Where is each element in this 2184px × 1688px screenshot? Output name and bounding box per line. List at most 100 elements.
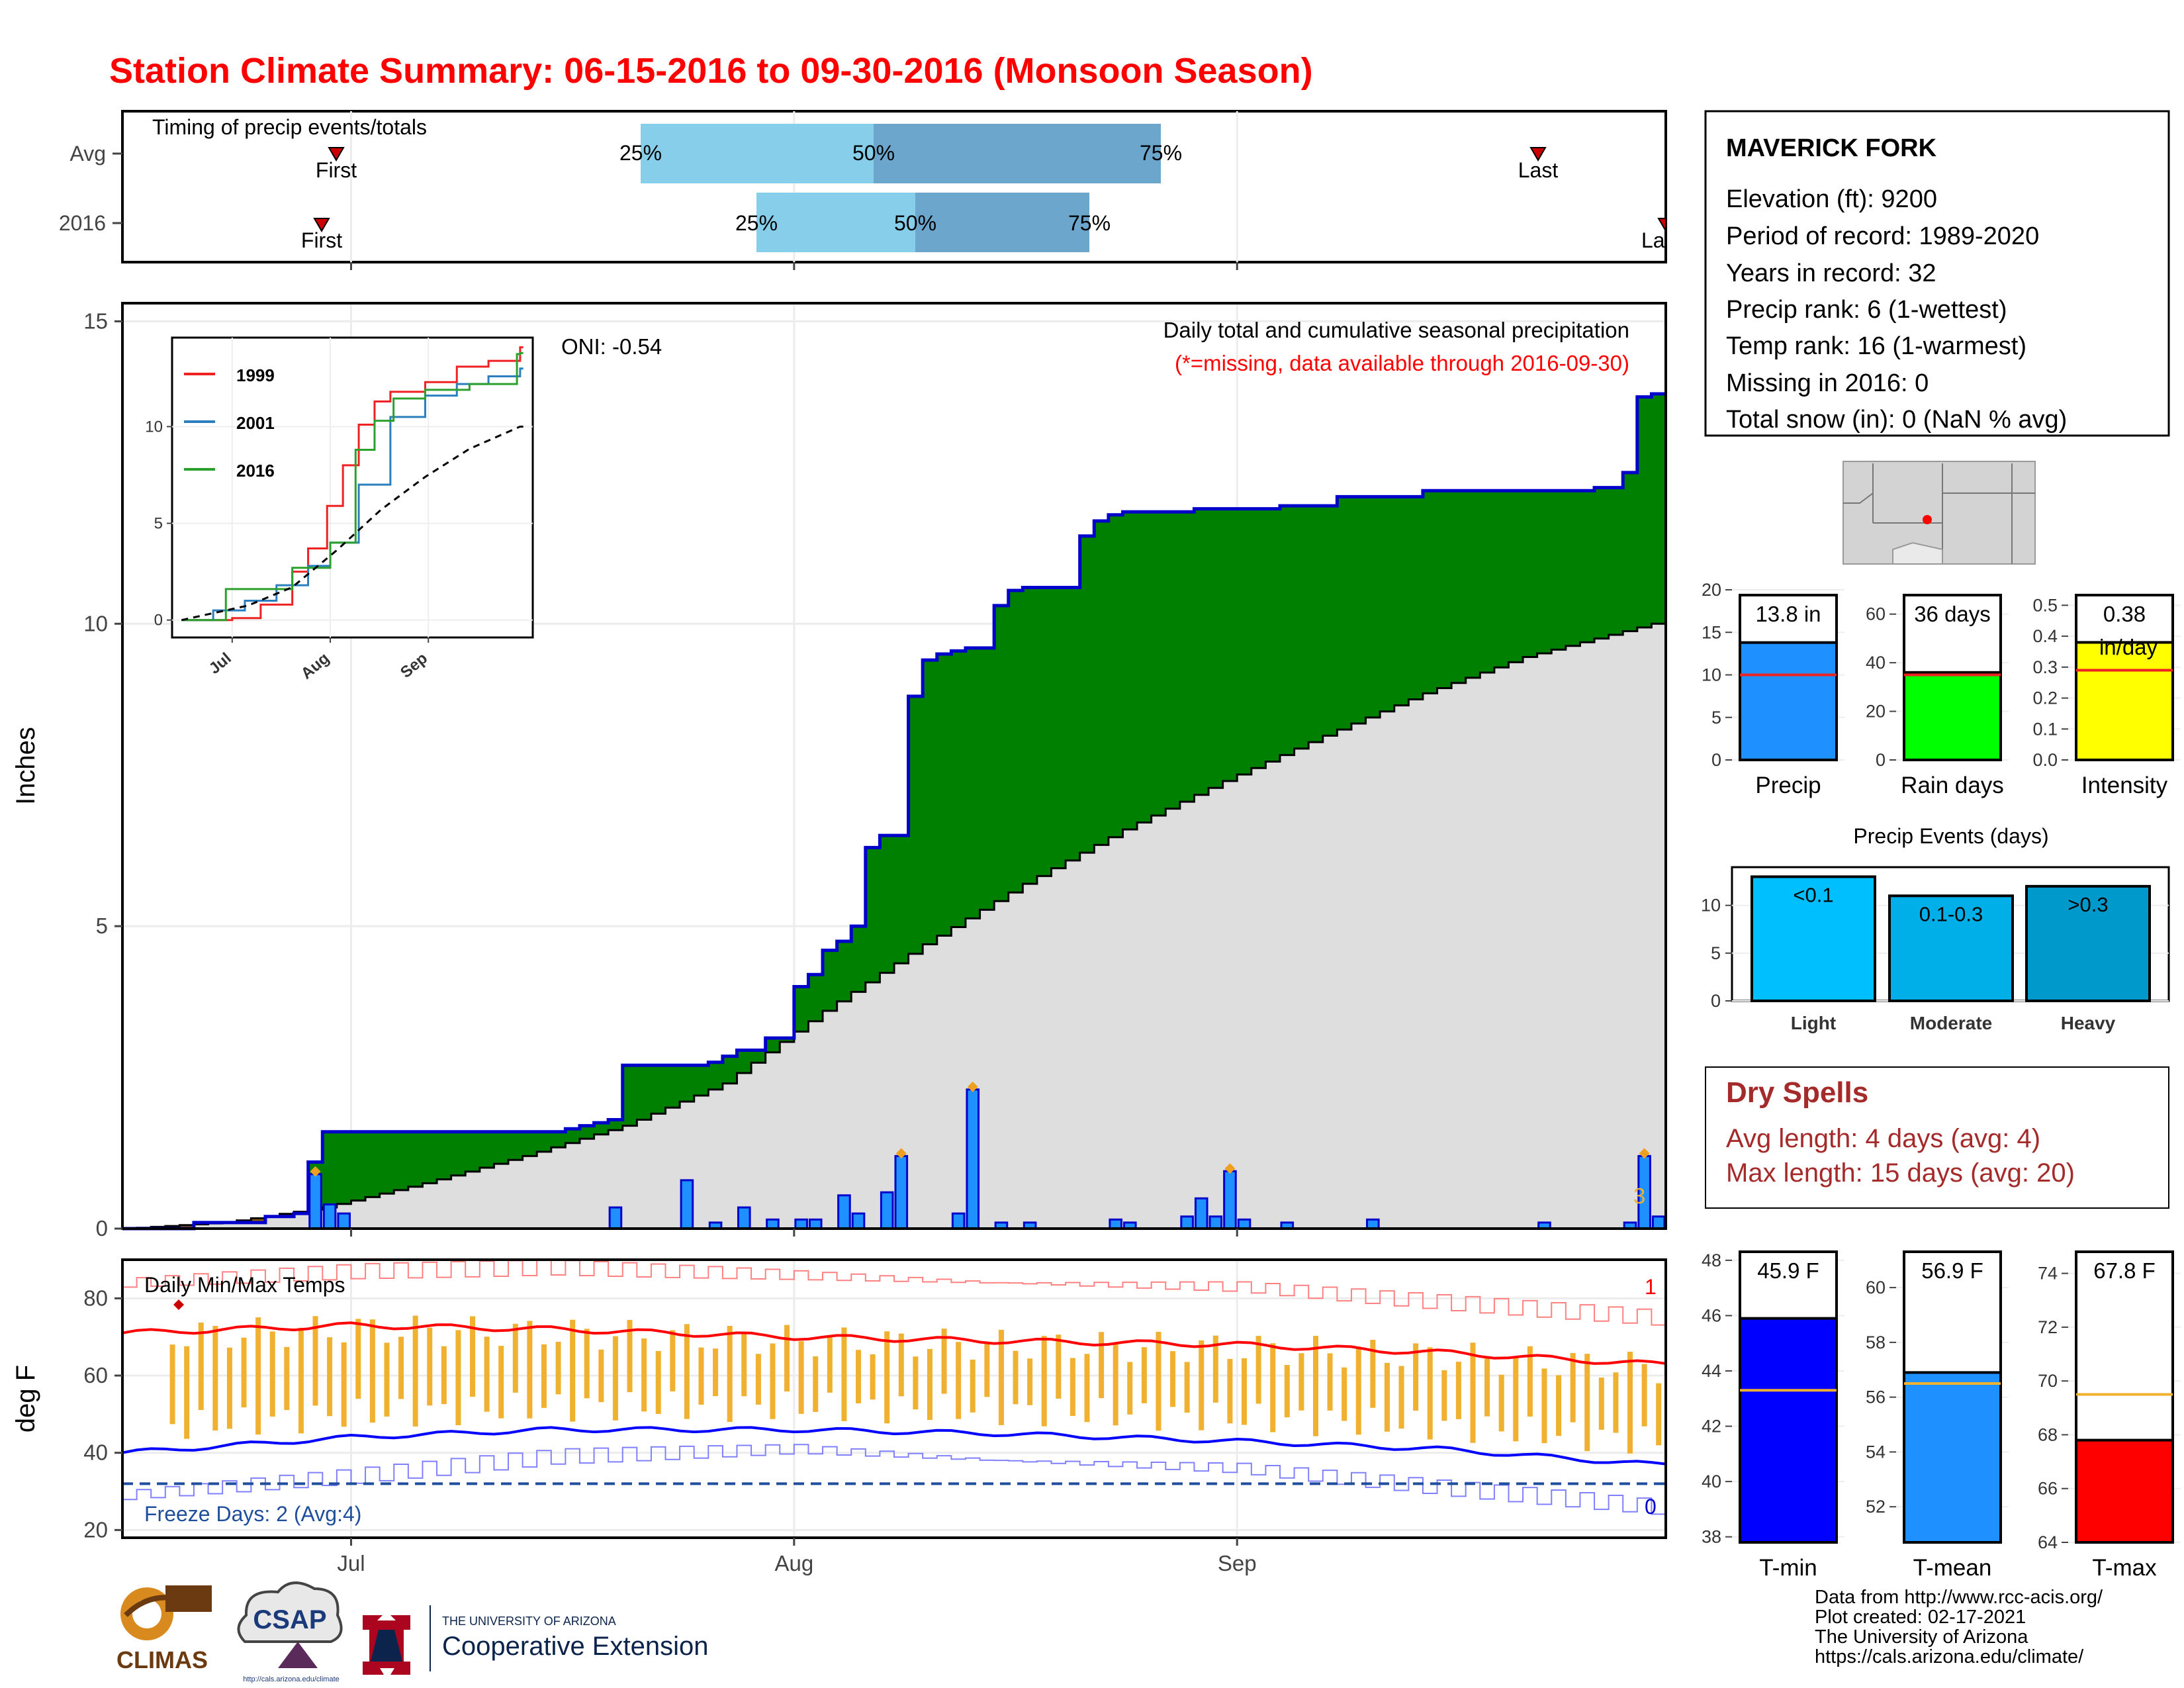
events-title: Precip Events (days) — [1853, 824, 2048, 848]
daily-precip-bar — [966, 1088, 980, 1230]
events-category-label: Light — [1791, 1013, 1836, 1033]
daily-max-marker — [1639, 1148, 1650, 1159]
raindays-ytick-label: 40 — [1866, 653, 1886, 673]
daily-precip-bar — [680, 1179, 694, 1230]
events-bar-label: >0.3 — [2068, 893, 2108, 916]
temp-ylabel: deg F — [11, 1365, 40, 1432]
temp-t-mean-ytick-label: 54 — [1866, 1442, 1886, 1462]
daily-precip-bar — [1223, 1170, 1237, 1230]
temp-title: Daily Min/Max Temps — [144, 1273, 345, 1297]
temp-count-bottom: 0 — [1645, 1495, 1657, 1519]
daily-precip-bar — [737, 1206, 751, 1230]
temp-count-top: 1 — [1645, 1275, 1657, 1299]
timing-2016-last-label: La — [1641, 228, 1665, 252]
record-high-marker — [173, 1299, 184, 1310]
precip-events-chart: Precip Events (days) 0 5 10 <0.1 Light 0.1-0.… — [1701, 824, 2170, 1033]
credits: Data from http://www.rcc-acis.org/ Plot … — [1815, 1587, 2103, 1667]
daily-precip-bar — [1194, 1197, 1208, 1230]
temp-t-min-chart: 45.9 F 38 40 42 44 46 48 T-min — [1702, 1246, 1844, 1581]
ua-cooperative-extension-logo: THE UNIVERSITY OF ARIZONA Cooperative Ex… — [363, 1605, 708, 1675]
dry-spells-avg: Avg length: 4 days (avg: 4) — [1726, 1124, 2040, 1153]
month-tick-label: Jul — [337, 1551, 365, 1575]
precip-xlabel: Precip — [1755, 773, 1821, 798]
events-ytick-label: 5 — [1711, 943, 1721, 963]
credit-url: https://cals.arizona.edu/climate/ — [1815, 1646, 2084, 1667]
dry-spells-max: Max length: 15 days (avg: 20) — [1726, 1158, 2075, 1188]
daily-precip-bar — [1208, 1215, 1223, 1230]
station-line-precip-rank: Precip rank: 6 (1-wettest) — [1726, 296, 2007, 324]
daily-precip-bar — [337, 1212, 351, 1230]
timing-2016-75-label: 75% — [1068, 211, 1111, 235]
events-bar-light — [1751, 875, 1876, 1003]
temp-t-max-ytick-label: 66 — [2038, 1479, 2058, 1499]
inset-ytick-label: 5 — [154, 515, 163, 533]
station-location-dot — [1923, 515, 1932, 524]
daily-precip-bar — [1109, 1218, 1122, 1230]
timing-2016-50-label: 50% — [894, 211, 936, 235]
timing-title: Timing of precip events/totals — [152, 115, 427, 139]
raindays-value-label: 36 days — [1914, 602, 1991, 626]
timing-row-2016-label: 2016 — [59, 211, 106, 235]
events-bar-moderate — [1888, 894, 2014, 1003]
temp-t-max-ytick-label: 72 — [2038, 1317, 2058, 1337]
daily-max-marker — [967, 1081, 978, 1092]
inset-legend-2001: 2001 — [236, 413, 275, 433]
dry-spells-box: Dry Spells Avg length: 4 days (avg: 4) M… — [1705, 1066, 2169, 1209]
timing-2016-first-label: First — [301, 228, 342, 252]
csap-logo: CSAP http://cals.arizona.edu/climate — [237, 1581, 343, 1683]
above-average-area — [193, 394, 1666, 1225]
daily-precip-bar — [837, 1194, 851, 1230]
daily-precip-bar — [880, 1191, 894, 1230]
daily-precip-bar — [1237, 1218, 1251, 1230]
daily-max-marker — [310, 1166, 321, 1177]
timing-avg-50-label: 50% — [852, 141, 895, 165]
timing-row-avg-label: Avg — [69, 142, 106, 165]
temp-ytick-label: 40 — [83, 1440, 108, 1465]
daily-precip-bar — [851, 1212, 866, 1230]
raindays-ytick-label: 60 — [1866, 604, 1886, 624]
credit-data-source: Data from http://www.rcc-acis.org/ — [1815, 1587, 2103, 1608]
intensity-unit-label: in/day — [2099, 635, 2158, 659]
daily-max-marker — [895, 1148, 907, 1159]
timing-avg-last-marker — [1529, 147, 1547, 162]
daily-precip-bar — [766, 1218, 780, 1230]
avg-max-temp-line — [122, 1321, 1666, 1365]
temp-t-max-chart: 67.8 F 64 66 68 70 72 74 T-max — [2038, 1246, 2181, 1581]
timing-2016-first-marker — [313, 218, 330, 232]
locator-map — [1843, 461, 2036, 565]
temp-t-min-ytick-label: 46 — [1702, 1305, 1721, 1325]
station-line-elevation: Elevation (ft): 9200 — [1726, 185, 1937, 213]
precip-ytick-label: 10 — [1702, 665, 1721, 685]
inset-ytick-label: 10 — [145, 418, 163, 436]
daily-precip-bar — [322, 1203, 337, 1230]
events-ytick-label: 10 — [1701, 896, 1721, 915]
daily-precip-bar — [894, 1154, 909, 1230]
temp-t-mean-ytick-label: 56 — [1866, 1387, 1886, 1407]
raindays-chart: 36 days 0 20 40 60 Rain days — [1866, 590, 2009, 798]
temp-t-mean-value-label: 56.9 F — [1921, 1258, 1983, 1283]
station-line-years: Years in record: 32 — [1726, 259, 1936, 287]
intensity-value-bar — [2075, 641, 2174, 761]
station-name: MAVERICK FORK — [1726, 134, 1937, 162]
timing-2016-50-75-bar — [915, 193, 1089, 252]
timing-avg-last-label: Last — [1518, 158, 1559, 182]
temp-ytick-label: 20 — [83, 1517, 108, 1542]
intensity-chart: 0.38 in/day 0.0 0.1 0.2 0.3 0.4 0.5 Intensity — [2032, 590, 2181, 798]
month-tick-label: Sep — [1218, 1551, 1257, 1575]
dry-spells-title: Dry Spells — [1726, 1076, 1868, 1109]
csap-logo-text: CSAP — [253, 1605, 326, 1634]
climas-logo: CLIMAS — [116, 1585, 212, 1673]
events-category-label: Moderate — [1910, 1013, 1992, 1033]
station-line-period: Period of record: 1989-2020 — [1726, 222, 2039, 250]
daily-precip-bar — [1180, 1215, 1194, 1230]
temp-t-max-xlabel: T-max — [2092, 1555, 2157, 1581]
temp-ytick-label: 80 — [83, 1286, 108, 1310]
precip-value-bar — [1739, 641, 1838, 761]
daily-precip-bar — [1366, 1218, 1380, 1230]
station-line-missing: Missing in 2016: 0 — [1726, 369, 1929, 397]
average-cumulative-line — [122, 622, 1666, 1230]
precip-ytick-label: 15 — [1702, 622, 1721, 642]
credit-plot-created: Plot created: 02-17-2021 — [1815, 1607, 2026, 1628]
intensity-ytick-label: 0.5 — [2032, 595, 2058, 615]
record-min-temp-line — [122, 1444, 1666, 1515]
